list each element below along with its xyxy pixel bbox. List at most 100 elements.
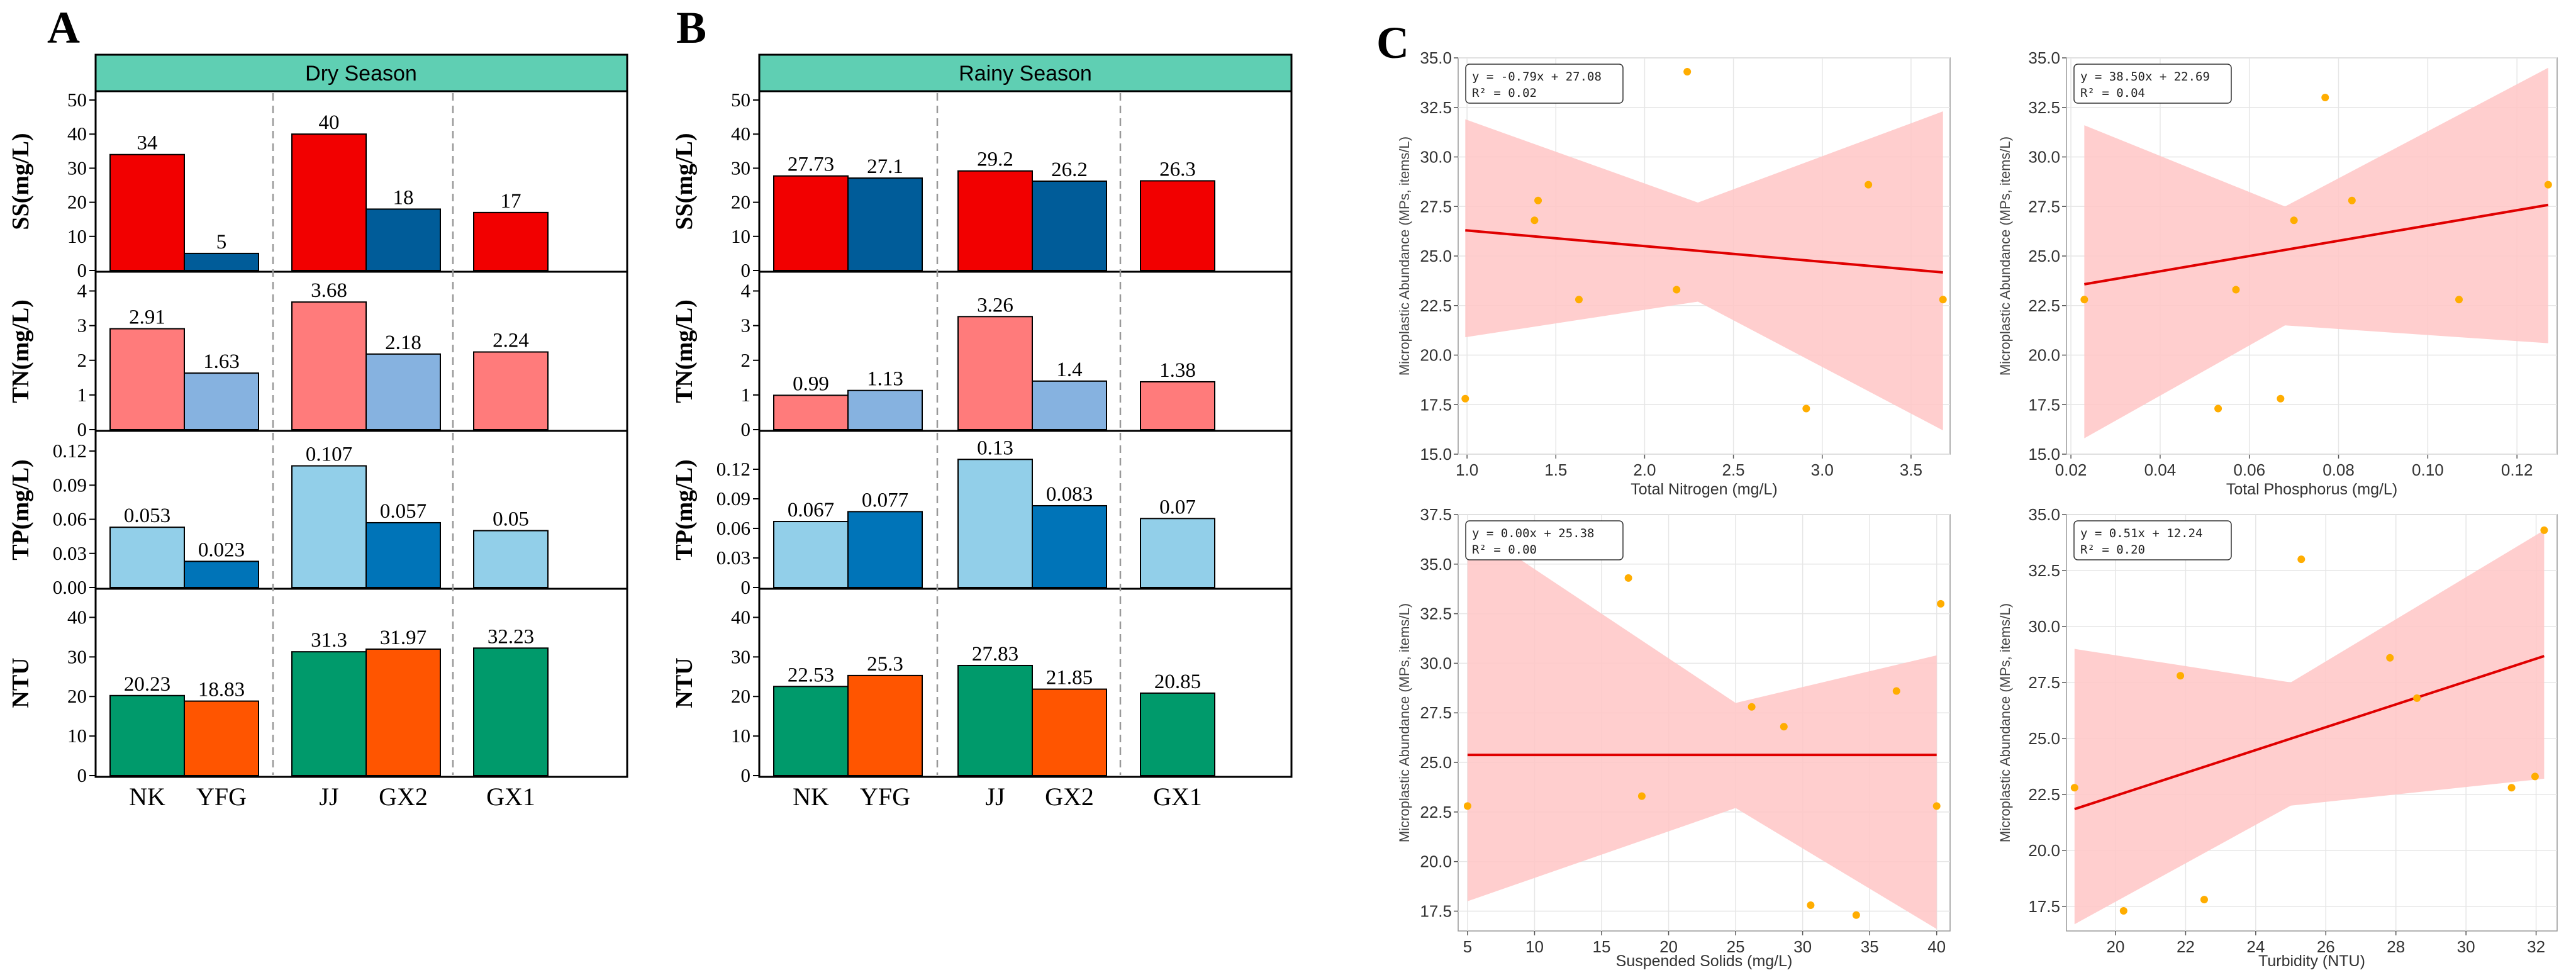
- r-squared: R² = 0.04: [2080, 86, 2145, 100]
- y-tick-label: 37.5: [1420, 505, 1452, 524]
- bar-value-label: 22.53: [788, 664, 834, 686]
- r-squared: R² = 0.02: [1472, 86, 1537, 100]
- y-tick-label: 20: [67, 191, 87, 213]
- y-tick-label: 0.12: [716, 458, 750, 480]
- x-tick-label: 0.02: [2055, 460, 2087, 479]
- x-tick-label: 20: [1659, 937, 1678, 956]
- bar-value-label: 0.13: [977, 437, 1013, 459]
- y-tick-label: 17.5: [1420, 395, 1452, 414]
- bar: [365, 353, 441, 430]
- data-point: [1865, 181, 1873, 189]
- x-tick-label: 22: [2177, 937, 2195, 956]
- data-point: [2455, 296, 2463, 304]
- y-axis-label: NTU: [671, 657, 698, 708]
- bar: [1140, 381, 1215, 430]
- bar: [1140, 180, 1215, 272]
- bar-value-label: 20.85: [1154, 671, 1201, 693]
- x-tick-label: 25: [1727, 937, 1745, 956]
- confidence-band: [1467, 524, 1937, 929]
- y-tick-label: 20.0: [1420, 346, 1452, 365]
- x-tick-label: 30: [1793, 937, 1812, 956]
- bar-value-label: 26.2: [1051, 159, 1088, 181]
- data-point: [2177, 672, 2185, 680]
- x-tick-label: 0.08: [2322, 460, 2355, 479]
- bar-value-label: 0.07: [1159, 496, 1196, 518]
- data-point: [2232, 286, 2240, 294]
- category-label: NK: [793, 783, 829, 811]
- y-axis-label: Microplastic Abundance (MPs, items/L): [1997, 603, 2013, 842]
- bar: [291, 301, 367, 430]
- bar: [957, 316, 1033, 430]
- y-tick-label: 27.5: [2028, 197, 2060, 216]
- y-tick-label: 10: [67, 725, 87, 747]
- bar-value-label: 17: [501, 190, 521, 213]
- y-tick-label: 40: [67, 606, 87, 628]
- data-point: [1463, 802, 1471, 810]
- y-tick-label: 30.0: [1420, 148, 1452, 167]
- data-point: [2321, 94, 2329, 101]
- bar-value-label: 0.067: [788, 499, 834, 521]
- data-point: [1852, 911, 1860, 919]
- x-tick-label: 0.12: [2501, 460, 2533, 479]
- y-tick-label: 32.5: [1420, 604, 1452, 623]
- bar: [773, 521, 849, 588]
- category-label: NK: [129, 783, 165, 811]
- y-tick-label: 25.0: [1420, 247, 1452, 265]
- y-axis-label: TN(mg/L): [671, 299, 698, 403]
- bar-value-label: 0.05: [493, 508, 529, 531]
- y-tick-label: 17.5: [2028, 395, 2060, 414]
- data-point: [1892, 687, 1900, 695]
- panel-c-scatter-plots: 1.0 1.5 2.0 2.5 3.0 3.5 15.0 17.5 20.0 22.5 25.0 27…: [1397, 48, 2558, 970]
- bar: [473, 351, 549, 431]
- bar: [1140, 518, 1215, 588]
- y-tick-label: 40: [731, 123, 750, 145]
- bar-value-label: 2.91: [129, 306, 165, 329]
- x-tick-label: 1.0: [1456, 460, 1478, 479]
- panel-a-header: [94, 53, 628, 92]
- y-tick-label: 30.0: [2028, 148, 2060, 167]
- y-tick-label: 10: [731, 725, 750, 747]
- y-axis-label: SS(mg/L): [671, 133, 698, 230]
- bar: [773, 394, 849, 430]
- x-axis-label: Turbidity (NTU): [2258, 952, 2365, 970]
- y-axis-label: Microplastic Abundance (MPs, items/L): [1997, 136, 2013, 376]
- y-tick-label: 22.5: [1420, 296, 1452, 315]
- y-tick-label: 20: [731, 191, 750, 213]
- x-tick-label: 2.0: [1633, 460, 1656, 479]
- bar-value-label: 0.053: [124, 504, 170, 527]
- y-tick-label: 30: [67, 645, 87, 667]
- scatter-plot-4: 20 22 24 26 28 30 32 17.5 20.0 22.5 25.0 27.5 30.0 32…: [1997, 505, 2558, 970]
- y-tick-label: 25.0: [1420, 753, 1452, 772]
- bar-value-label: 25.3: [867, 653, 903, 676]
- y-tick-label: 0: [741, 764, 751, 786]
- category-label: JJ: [319, 783, 338, 811]
- regression-equation: y = 38.50x + 22.69: [2080, 70, 2210, 84]
- bar: [184, 372, 259, 430]
- bar-value-label: 31.97: [380, 627, 427, 649]
- x-tick-label: 28: [2387, 937, 2405, 956]
- x-axis-label: Total Nitrogen (mg/L): [1631, 481, 1777, 498]
- bar: [109, 694, 185, 776]
- bar: [473, 647, 549, 776]
- y-tick-label: 15.0: [2028, 445, 2060, 464]
- bar: [957, 459, 1033, 588]
- y-tick-label: 30: [731, 157, 750, 179]
- data-point: [2297, 555, 2306, 564]
- y-tick-label: 30.0: [1420, 654, 1452, 672]
- category-label: YFG: [860, 783, 910, 811]
- confidence-band: [1465, 111, 1943, 431]
- data-point: [1673, 286, 1681, 294]
- bar: [184, 252, 259, 271]
- panel-letter-c: C: [1376, 18, 1409, 68]
- subplot-frame: [94, 588, 628, 778]
- y-tick-label: 40: [67, 123, 87, 145]
- y-tick-label: 50: [67, 89, 87, 111]
- y-axis-label: Microplastic Abundance (MPs, items/L): [1397, 136, 1412, 376]
- y-tick-label: 25.0: [2028, 729, 2060, 748]
- y-axis-label: TN(mg/L): [8, 299, 34, 403]
- y-axis-label: SS(mg/L): [8, 133, 34, 230]
- bar: [473, 211, 549, 271]
- bar: [1032, 380, 1107, 431]
- y-axis-label: Microplastic Abundance (MPs, items/L): [1397, 603, 1412, 842]
- bar: [773, 175, 849, 271]
